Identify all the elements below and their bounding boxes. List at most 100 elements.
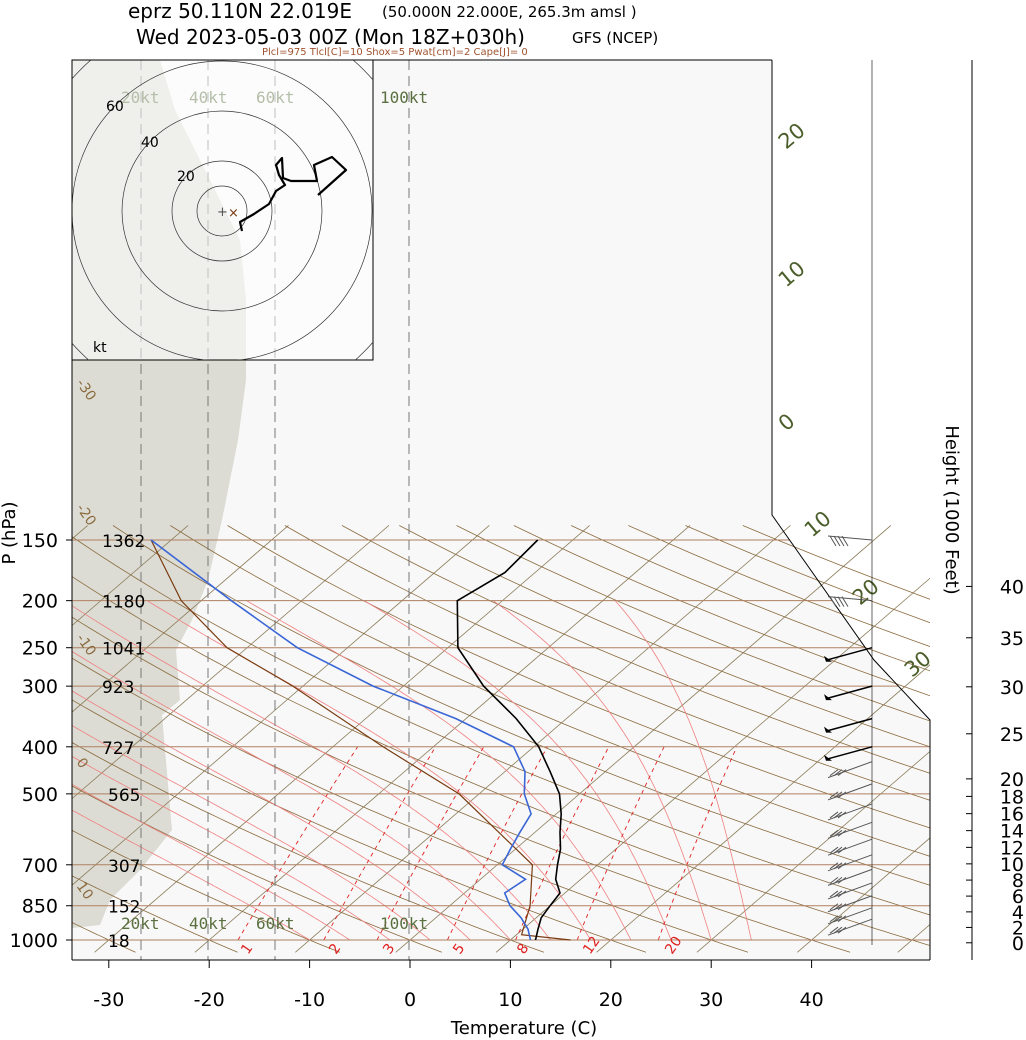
height-tick-label: 6 — [1012, 886, 1024, 908]
wind-barb-pennant — [824, 726, 832, 733]
moist-adiabat — [146, 600, 592, 941]
hodograph-ring-label: 40 — [141, 135, 159, 151]
isotherm — [395, 525, 892, 953]
wind-barb-pennant — [824, 754, 832, 761]
parcel-profile — [150, 539, 571, 941]
hodograph-inset: 60 40 20 kt + × — [71, 59, 374, 361]
hodograph-ring — [121, 110, 323, 312]
wind-barb-feather — [833, 811, 843, 819]
hodograph-ring-label: 20 — [177, 169, 195, 185]
level-height-label: 1180 — [102, 593, 145, 613]
height-tick-label: 14 — [1000, 821, 1024, 843]
height-tick-label: 20 — [1000, 769, 1024, 791]
level-height-label: 565 — [108, 786, 140, 806]
wind-barb-feather — [833, 890, 843, 898]
wind-barb-feather — [837, 915, 847, 923]
dry-adiabat — [72, 785, 442, 953]
wind-barb-feather — [837, 769, 847, 777]
dry-adiabat — [341, 525, 930, 774]
isotherm — [696, 750, 930, 953]
wind-barb-feather — [833, 903, 843, 911]
height-tick-label: 10 — [1000, 854, 1024, 876]
height-tick-label: 12 — [1000, 837, 1024, 859]
wind-barb-feather — [837, 876, 847, 884]
y-tick-label: 150 — [22, 530, 58, 552]
dry-adiabat — [72, 875, 238, 953]
wind-barb-feather — [833, 829, 843, 837]
wind-barb-feather — [829, 903, 839, 911]
isotherm — [495, 577, 930, 953]
moist-adiabat — [72, 650, 511, 941]
dry-adiabat — [399, 525, 930, 748]
height-tick-label: 40 — [1000, 576, 1024, 598]
wind-barb-feather — [837, 829, 847, 837]
wind-barb-feather — [829, 769, 839, 777]
stability-indices: Plcl=975 Tlcl[C]=10 Shox=5 Pwat[cm]=2 Ca… — [262, 47, 528, 58]
wind-barb-feather — [837, 596, 845, 607]
wind-barb-feather — [833, 535, 841, 547]
dry-adiabat — [72, 657, 749, 953]
y-tick-label: 700 — [22, 855, 58, 877]
model-name: GFS (NCEP) — [572, 29, 658, 47]
height-tick-label: 16 — [1000, 804, 1024, 826]
hodograph-rings — [72, 60, 373, 360]
wind-barb-feather — [837, 862, 847, 870]
wind-scale-label-bottom: 100kt — [380, 914, 428, 933]
wind-barb-feather — [829, 876, 839, 884]
wind-barb-pennant — [824, 655, 832, 662]
height-panel-cutout — [772, 60, 930, 720]
wind-barb-feather — [833, 596, 841, 607]
hodograph-trace — [238, 155, 348, 232]
isotherm — [72, 525, 289, 713]
wind-barb-feather — [841, 535, 849, 547]
moist-adiabat — [72, 605, 551, 941]
wind-barb-feather — [829, 596, 837, 607]
profiles — [150, 539, 571, 941]
mixing-ratio-line — [376, 746, 485, 941]
wind-scale-label-bottom: 20kt — [121, 914, 160, 933]
level-height-label: 307 — [108, 857, 140, 877]
wind-barb-feather — [837, 846, 847, 854]
wind-barb-feather — [837, 535, 845, 547]
hodograph-ring — [72, 60, 373, 360]
y-tick-label: 500 — [22, 784, 58, 806]
wind-barb — [827, 646, 873, 661]
wind-barb — [827, 596, 873, 602]
hodograph-ring — [196, 185, 248, 237]
height-axis-label: Height (1000 Feet) — [941, 425, 962, 594]
moist-adiabat — [72, 783, 351, 941]
height-tick-label: 18 — [1000, 786, 1024, 808]
wind-barb — [827, 717, 873, 732]
moist-adiabat — [614, 600, 752, 941]
wind-scale-label-top: 100kt — [380, 88, 428, 107]
dewpoint-profile — [150, 539, 532, 941]
dry-adiabat — [227, 525, 930, 829]
moist-adiabat — [493, 600, 712, 941]
wind-barb-feather — [833, 876, 843, 884]
wind-barb-feather — [837, 811, 847, 819]
wind-barb-feather — [829, 926, 839, 934]
wind-barb-feather — [829, 535, 837, 547]
height-tick-label: 30 — [1000, 677, 1024, 699]
moist-adiabat — [72, 755, 391, 941]
moist-adiabat — [72, 725, 431, 941]
wind-barb-feather — [841, 596, 849, 607]
dry-adiabat — [72, 616, 851, 953]
wind-barb-feather — [833, 846, 843, 854]
temperature-ticks: -30 -20 -10 0 10 20 30 40 — [93, 960, 824, 1011]
station-detail: (50.000N 22.000E, 265.3m amsl ) — [382, 3, 637, 21]
isotherm — [797, 837, 930, 953]
dry-adiabat — [72, 699, 647, 953]
dry-adiabat — [72, 536, 930, 916]
height-tick-label: 25 — [1000, 724, 1024, 746]
level-height-label: 727 — [102, 739, 134, 759]
wind-barb-feather — [829, 829, 839, 837]
dry-adiabat — [72, 829, 340, 953]
dry-adiabat — [513, 525, 930, 697]
wind-barb-feather — [833, 915, 843, 923]
wind-barb-feather — [833, 926, 843, 934]
moist-adiabat — [246, 600, 632, 941]
x-tick-label: -30 — [93, 989, 124, 1011]
y-tick-label: 300 — [22, 676, 58, 698]
